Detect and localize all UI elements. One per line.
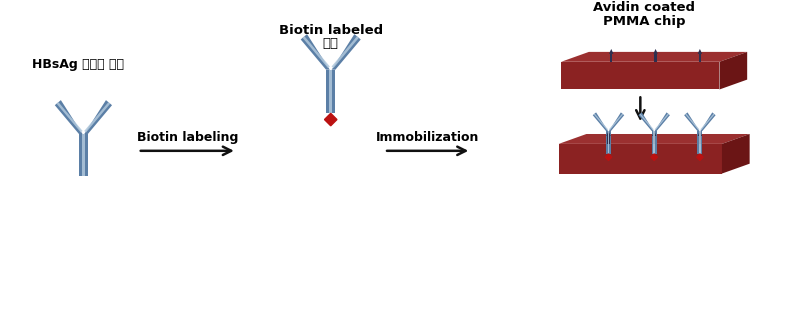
Polygon shape xyxy=(609,113,624,131)
Polygon shape xyxy=(605,154,611,160)
Polygon shape xyxy=(332,36,359,68)
Polygon shape xyxy=(56,102,82,133)
Polygon shape xyxy=(654,54,657,62)
Polygon shape xyxy=(700,113,716,131)
Polygon shape xyxy=(651,154,657,160)
Text: Avidin coated: Avidin coated xyxy=(593,1,695,14)
Polygon shape xyxy=(700,113,714,130)
Polygon shape xyxy=(639,113,653,130)
Polygon shape xyxy=(609,113,623,130)
Polygon shape xyxy=(653,131,655,154)
Polygon shape xyxy=(684,113,699,131)
Polygon shape xyxy=(685,113,699,130)
Polygon shape xyxy=(655,113,669,130)
Polygon shape xyxy=(697,154,703,160)
Polygon shape xyxy=(326,70,335,113)
Polygon shape xyxy=(652,131,657,154)
Polygon shape xyxy=(609,49,614,54)
Polygon shape xyxy=(325,113,337,126)
Polygon shape xyxy=(79,134,88,176)
Polygon shape xyxy=(55,100,82,134)
Polygon shape xyxy=(610,54,612,62)
Polygon shape xyxy=(653,49,658,54)
Polygon shape xyxy=(558,144,722,174)
Polygon shape xyxy=(332,34,361,70)
Text: Biotin labeled: Biotin labeled xyxy=(279,24,383,37)
Polygon shape xyxy=(562,52,747,62)
Polygon shape xyxy=(699,136,701,144)
Polygon shape xyxy=(652,131,657,136)
Text: Immobilization: Immobilization xyxy=(376,131,479,144)
Polygon shape xyxy=(653,136,656,144)
Polygon shape xyxy=(606,131,611,154)
Text: HBsAg 특이적 항체: HBsAg 특이적 항체 xyxy=(32,58,124,71)
Polygon shape xyxy=(592,113,608,131)
Polygon shape xyxy=(699,131,701,154)
Polygon shape xyxy=(699,54,701,62)
Polygon shape xyxy=(607,136,610,144)
Polygon shape xyxy=(719,52,747,89)
Polygon shape xyxy=(722,134,750,174)
Polygon shape xyxy=(84,102,110,133)
Polygon shape xyxy=(558,134,750,144)
Polygon shape xyxy=(82,134,85,176)
Text: PMMA chip: PMMA chip xyxy=(603,15,686,28)
Polygon shape xyxy=(303,36,329,68)
Polygon shape xyxy=(84,100,112,134)
Text: Biotin labeling: Biotin labeling xyxy=(136,131,238,144)
Polygon shape xyxy=(562,62,719,89)
Polygon shape xyxy=(698,131,703,154)
Polygon shape xyxy=(594,113,608,130)
Polygon shape xyxy=(606,131,611,136)
Polygon shape xyxy=(607,131,609,154)
Polygon shape xyxy=(638,113,653,131)
Polygon shape xyxy=(698,49,703,54)
Polygon shape xyxy=(301,34,329,70)
Polygon shape xyxy=(329,70,332,113)
Polygon shape xyxy=(655,113,670,131)
Text: 항체: 항체 xyxy=(322,37,339,50)
Polygon shape xyxy=(698,131,703,136)
